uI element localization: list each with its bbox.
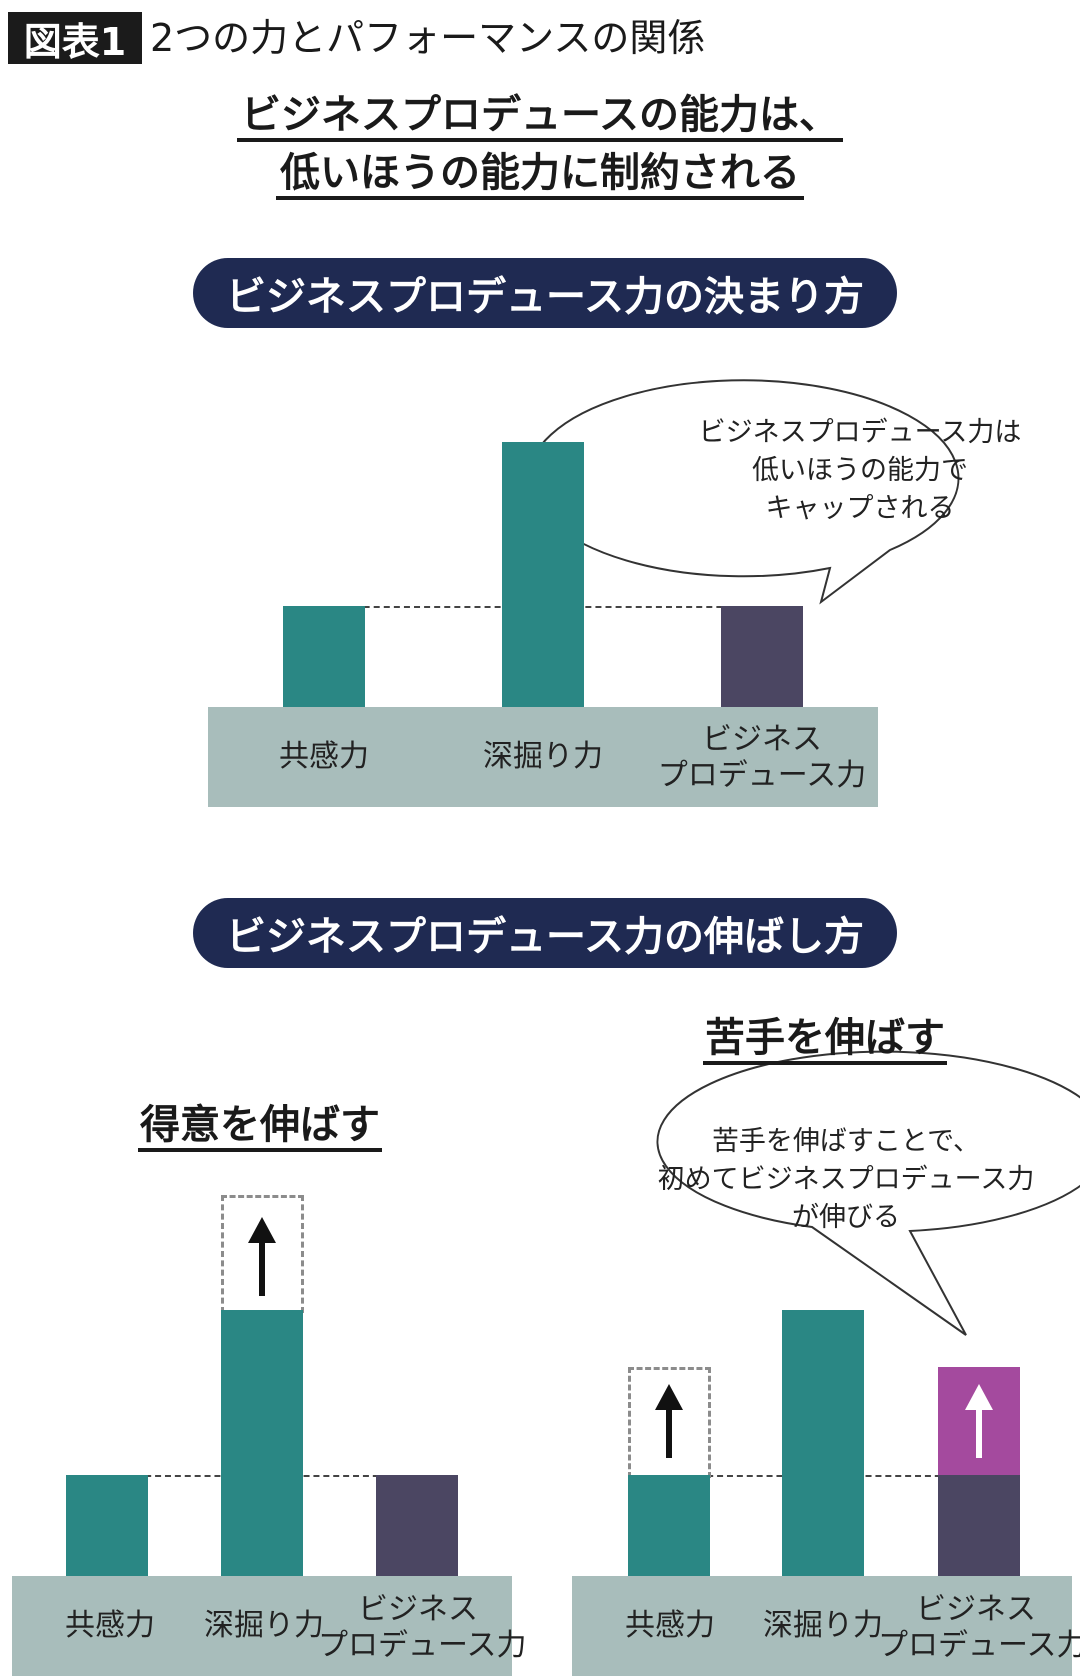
figure-tag: 図表1 bbox=[8, 12, 142, 64]
up-arrow-icon bbox=[965, 1384, 993, 1458]
left-label-produce-line1: ビジネス bbox=[358, 1592, 478, 1627]
left-label-empathy: 共感力 bbox=[65, 1608, 155, 1643]
right-label-empathy: 共感力 bbox=[625, 1608, 715, 1643]
up-arrow-icon bbox=[248, 1217, 276, 1296]
right-label-digging: 深掘り力 bbox=[763, 1608, 883, 1643]
left-label-digging: 深掘り力 bbox=[204, 1608, 324, 1643]
main-title-line2: 低いほうの能力に制約される bbox=[0, 146, 1080, 200]
main-title-line1: ビジネスプロデュースの能力は、 bbox=[0, 88, 1080, 142]
left-label-produce-line2: プロデュース力 bbox=[318, 1628, 527, 1663]
left-digging-bar bbox=[221, 1310, 303, 1576]
right-title-text: 苦手を伸ばす bbox=[703, 1015, 947, 1065]
section1-label-produce-line1: ビジネス bbox=[702, 722, 822, 757]
left-empathy-bar bbox=[66, 1475, 148, 1576]
section1-label-produce-line2: プロデュース力 bbox=[657, 758, 867, 793]
bubble1-line3: キャップされる bbox=[765, 493, 955, 524]
section1-empathy-bar bbox=[283, 606, 365, 707]
section1-label-digging: 深掘り力 bbox=[483, 739, 603, 774]
right-digging-bar bbox=[782, 1310, 864, 1576]
bubble2-line1: 苦手を伸ばすことで、 bbox=[711, 1126, 981, 1157]
right-label-produce: ビジネス プロデュース力 bbox=[878, 1592, 1080, 1664]
section1-label-produce: ビジネス プロデュース力 bbox=[652, 722, 872, 794]
left-label-produce: ビジネス プロデュース力 bbox=[318, 1592, 527, 1664]
section2-bubble-text: 苦手を伸ばすことで、 初めてビジネスプロデュース力 が伸びる bbox=[620, 1123, 1072, 1237]
bubble2-line2: 初めてビジネスプロデュース力 bbox=[657, 1164, 1035, 1195]
right-chart-base bbox=[572, 1576, 1072, 1676]
bubble2-line3: が伸びる bbox=[792, 1202, 900, 1233]
speech-bubble-2 bbox=[656, 1050, 1080, 1336]
left-produce-bar bbox=[376, 1475, 458, 1576]
speech-bubble-1 bbox=[527, 379, 960, 605]
section1-label-empathy: 共感力 bbox=[279, 739, 369, 774]
left-chart-base bbox=[12, 1576, 512, 1676]
section1-bubble-text: ビジネスプロデュース力は 低いほうの能力で キャップされる bbox=[646, 414, 1074, 528]
section1-chart-base bbox=[208, 707, 878, 807]
section1-produce-bar bbox=[721, 606, 803, 707]
section1-digging-bar bbox=[502, 442, 584, 707]
right-produce-bar bbox=[938, 1475, 1020, 1576]
left-title-text: 得意を伸ばす bbox=[138, 1102, 382, 1152]
bubble1-line2: 低いほうの能力で bbox=[752, 455, 968, 486]
main-title-line2-text: 低いほうの能力に制約される bbox=[276, 150, 804, 200]
right-label-produce-line1: ビジネス bbox=[916, 1592, 1036, 1627]
up-arrow-icon bbox=[655, 1384, 683, 1458]
left-title: 得意を伸ばす bbox=[135, 1092, 385, 1152]
section2-banner: ビジネスプロデュース力の伸ばし方 bbox=[193, 898, 897, 968]
right-empathy-bar bbox=[628, 1475, 710, 1576]
main-title-line1-text: ビジネスプロデュースの能力は、 bbox=[237, 92, 843, 142]
right-title: 苦手を伸ばす bbox=[700, 1005, 950, 1065]
right-label-produce-line2: プロデュース力 bbox=[878, 1628, 1080, 1663]
section1-banner: ビジネスプロデュース力の決まり方 bbox=[193, 258, 897, 328]
figure-title: 2つの力とパフォーマンスの関係 bbox=[150, 16, 706, 60]
bubble1-line1: ビジネスプロデュース力は bbox=[698, 417, 1022, 448]
